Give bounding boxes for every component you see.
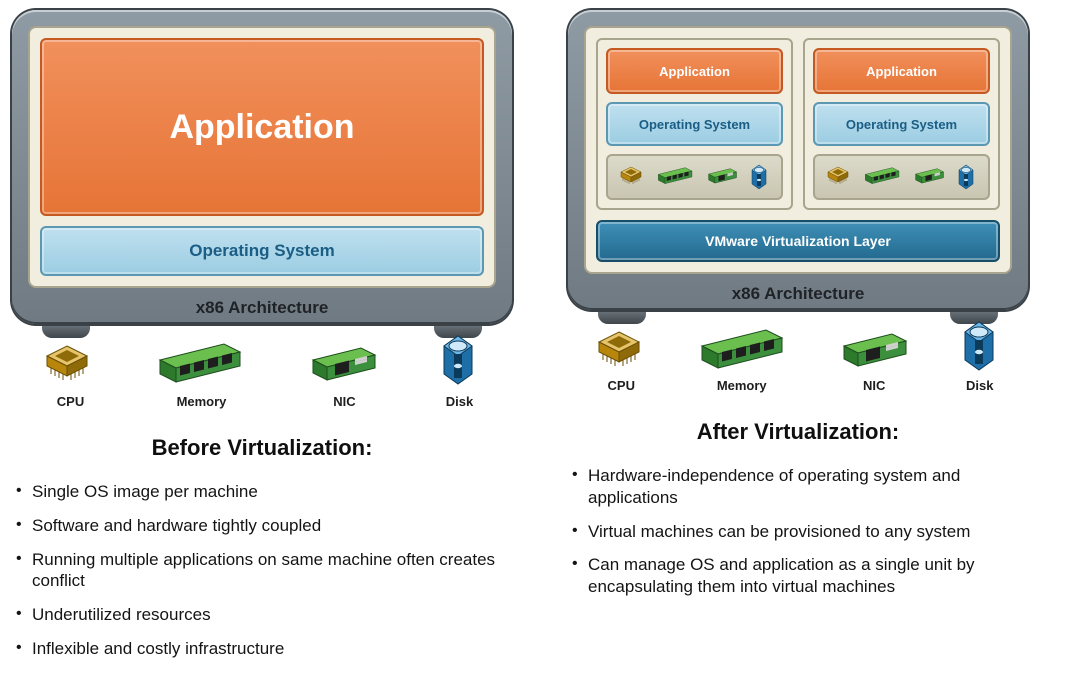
nic-label: NIC <box>305 394 385 409</box>
cpu-item: CPU <box>43 342 99 409</box>
before-title: Before Virtualization: <box>12 435 512 461</box>
after-machine-inner: Application Operating System Application… <box>584 26 1012 274</box>
cpu-icon <box>595 328 647 374</box>
vm2-os-layer: Operating System <box>813 102 990 146</box>
vm1-os-layer: Operating System <box>606 102 783 146</box>
bullet-item: Inflexible and costly infrastructure <box>16 632 512 666</box>
disk-label: Disk <box>959 378 1001 393</box>
before-arch-label: x86 Architecture <box>28 288 496 324</box>
disk-item: Disk <box>959 316 1001 393</box>
vm2-app-layer: Application <box>813 48 990 94</box>
bullet-item: Virtual machines can be provisioned to a… <box>572 515 1028 549</box>
cpu-icon <box>619 165 647 189</box>
before-application-layer: Application <box>40 38 484 216</box>
before-os-layer: Operating System <box>40 226 484 276</box>
bullet-item: Running multiple applications on same ma… <box>16 543 512 599</box>
before-machine-frame: Application Operating System x86 Archite… <box>12 10 512 324</box>
bullet-item: Hardware-independence of operating syste… <box>572 459 1028 515</box>
cpu-item: CPU <box>595 328 647 393</box>
disk-label: Disk <box>438 394 482 409</box>
memory-item: Memory <box>152 340 252 409</box>
vm-row: Application Operating System Application… <box>596 38 1000 210</box>
memory-item: Memory <box>694 326 790 393</box>
memory-icon <box>655 166 697 188</box>
diagram-columns: Application Operating System x86 Archite… <box>12 10 1058 666</box>
after-column: Application Operating System Application… <box>568 10 1028 604</box>
vm2-virtual-hardware <box>813 154 990 200</box>
disk-icon <box>956 162 978 192</box>
before-column: Application Operating System x86 Archite… <box>12 10 512 666</box>
nic-icon <box>705 166 741 188</box>
virtualization-layer: VMware Virtualization Layer <box>596 220 1000 262</box>
after-machine-frame: Application Operating System Application… <box>568 10 1028 310</box>
bullet-item: Can manage OS and application as a singl… <box>572 548 1028 604</box>
nic-label: NIC <box>836 378 912 393</box>
memory-icon <box>694 326 790 374</box>
disk-icon <box>438 330 482 390</box>
vm-1: Application Operating System <box>596 38 793 210</box>
nic-item: NIC <box>305 342 385 409</box>
after-arch-label: x86 Architecture <box>584 274 1012 310</box>
bullet-item: Software and hardware tightly coupled <box>16 509 512 543</box>
after-title: After Virtualization: <box>568 419 1028 445</box>
before-machine-inner: Application Operating System <box>28 26 496 288</box>
disk-icon <box>749 162 771 192</box>
nic-item: NIC <box>836 328 912 393</box>
memory-label: Memory <box>152 394 252 409</box>
after-bullets: Hardware-independence of operating syste… <box>568 459 1028 604</box>
before-hardware-strip: CPU Memory NIC Disk <box>12 330 512 409</box>
after-hardware-strip: CPU Memory NIC Disk <box>568 316 1028 393</box>
bullet-item: Underutilized resources <box>16 598 512 632</box>
nic-icon <box>912 166 948 188</box>
disk-icon <box>959 316 1001 374</box>
before-bullets: Single OS image per machine Software and… <box>12 475 512 666</box>
cpu-label: CPU <box>43 394 99 409</box>
cpu-icon <box>826 165 854 189</box>
disk-item: Disk <box>438 330 482 409</box>
cpu-icon <box>43 342 99 390</box>
machine-foot <box>42 324 90 338</box>
vm-2: Application Operating System <box>803 38 1000 210</box>
nic-icon <box>305 342 385 390</box>
machine-foot <box>598 310 646 324</box>
cpu-label: CPU <box>595 378 647 393</box>
nic-icon <box>836 328 912 374</box>
memory-icon <box>862 166 904 188</box>
memory-icon <box>152 340 252 390</box>
vm1-app-layer: Application <box>606 48 783 94</box>
vm1-virtual-hardware <box>606 154 783 200</box>
memory-label: Memory <box>694 378 790 393</box>
bullet-item: Single OS image per machine <box>16 475 512 509</box>
